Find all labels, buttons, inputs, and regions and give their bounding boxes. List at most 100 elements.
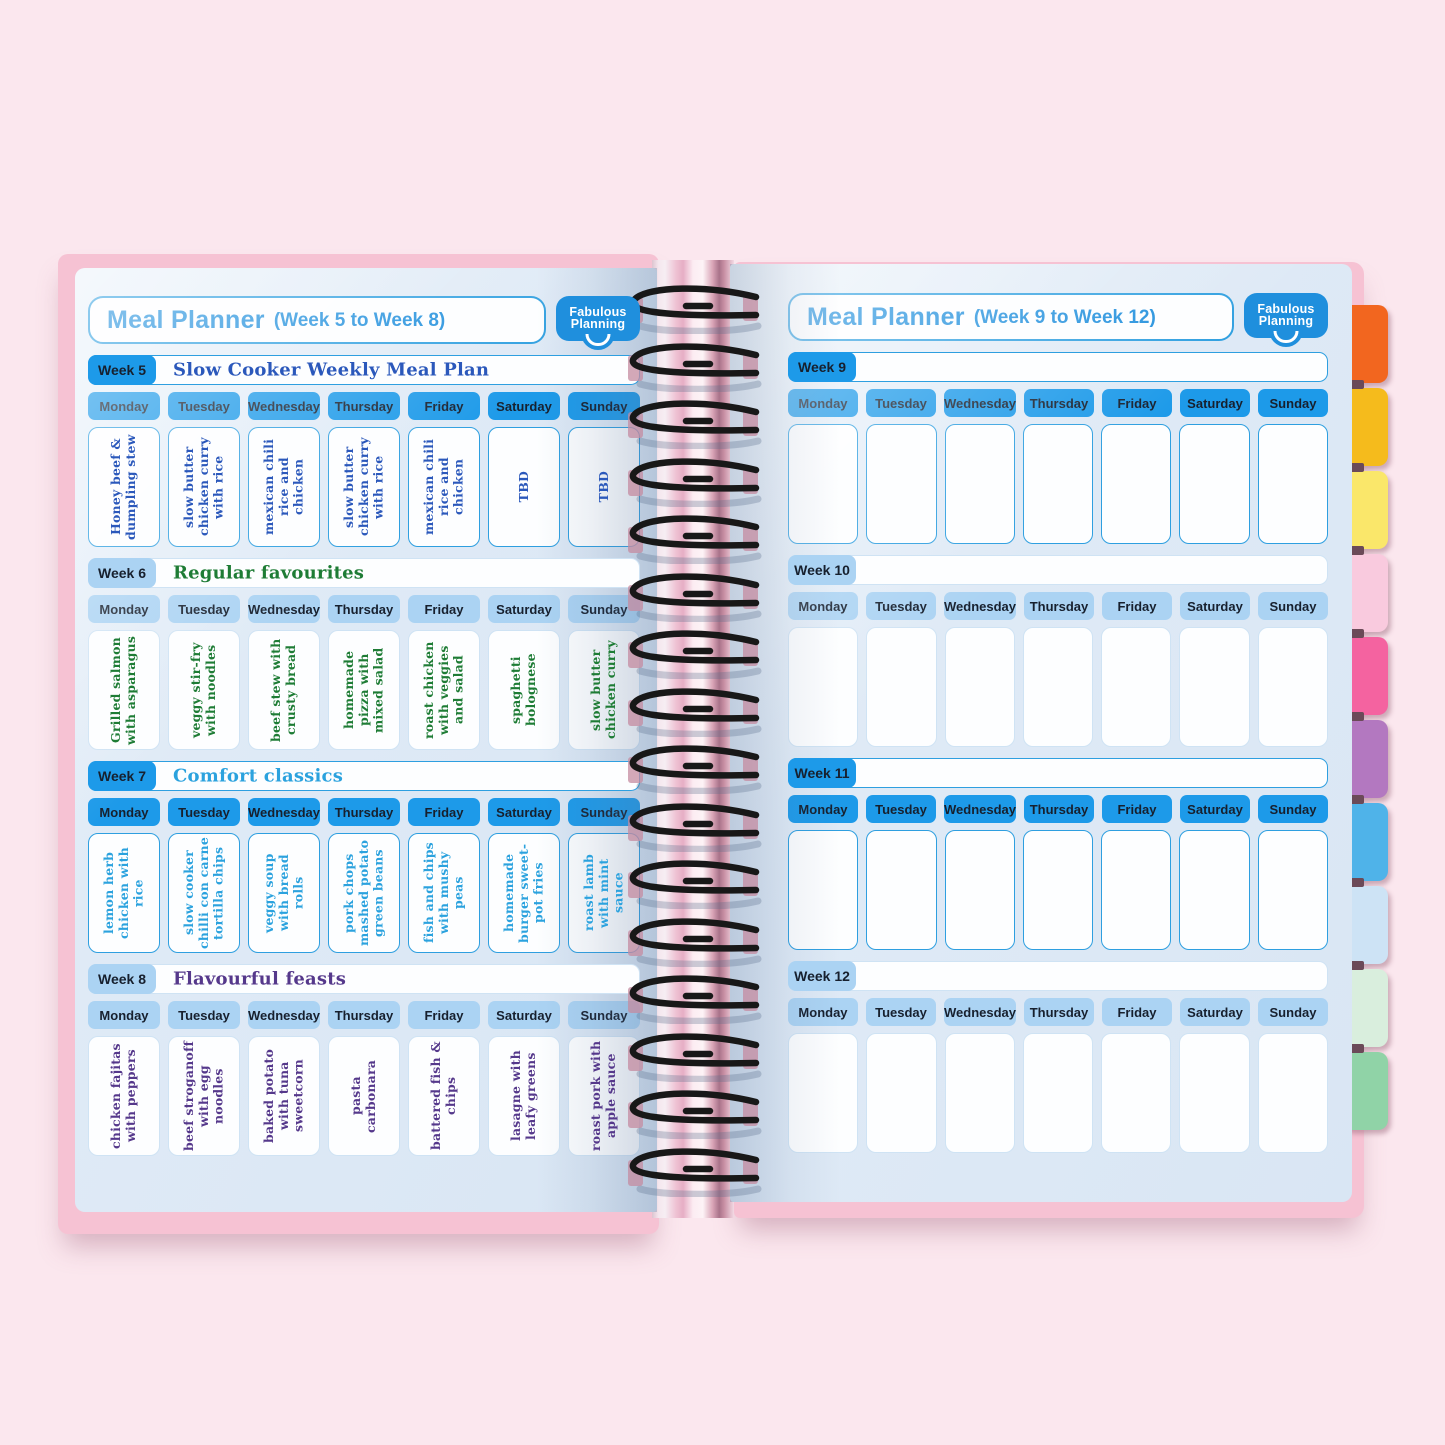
meal-cell[interactable]	[1101, 1033, 1172, 1153]
week-theme-field[interactable]: Comfort classics	[173, 765, 344, 787]
day-header-wednesday: Wednesday	[943, 998, 1016, 1026]
week-theme-field[interactable]: Slow Cooker Weekly Meal Plan	[173, 359, 490, 381]
logo-line2: Planning	[1258, 313, 1314, 328]
day-header-thursday: Thursday	[328, 595, 400, 623]
meal-cell[interactable]	[944, 1033, 1015, 1153]
meal-cell[interactable]: pork chops mashed potato green beans	[328, 833, 400, 953]
day-header-sunday: Sunday	[1258, 592, 1328, 620]
day-header-row: Monday Tuesday Wednesday Thursday Friday Satu…	[88, 392, 640, 420]
meal-text: roast pork with apple sauce	[588, 1040, 618, 1152]
meal-cell[interactable]: roast lamb with mint sauce	[568, 833, 640, 953]
meal-cell[interactable]	[1179, 1033, 1250, 1153]
meal-cell[interactable]: battered fish & chips	[408, 1036, 480, 1156]
page-left: Meal Planner (Week 5 to Week 8) Fabulous…	[75, 268, 657, 1212]
meal-text: slow butter chicken curry with rice	[180, 437, 226, 537]
meal-cell[interactable]: chicken fajitas with peppers	[88, 1036, 160, 1156]
meal-cell[interactable]	[1257, 830, 1328, 950]
meal-cell[interactable]	[1101, 627, 1172, 747]
week-label: Week 10	[788, 555, 856, 585]
meal-cell[interactable]: slow butter chicken curry	[568, 630, 640, 750]
meal-cell[interactable]: beef stew with crusty bread	[248, 630, 320, 750]
day-header-row: Monday Tuesday Wednesday Thursday Friday Satu…	[788, 998, 1328, 1026]
meal-cell[interactable]	[1179, 627, 1250, 747]
meal-cell[interactable]	[944, 424, 1015, 544]
day-header-wednesday: Wednesday	[247, 798, 320, 826]
meal-cell[interactable]: homemade pizza with mixed salad	[328, 630, 400, 750]
meal-cell[interactable]: TBD	[488, 427, 560, 547]
week-title-row: Week 7 Comfort classics	[88, 761, 640, 791]
meal-cell[interactable]	[1101, 424, 1172, 544]
meal-cell[interactable]	[1179, 424, 1250, 544]
meal-cell[interactable]	[944, 627, 1015, 747]
meal-cell[interactable]: slow butter chicken curry with rice	[168, 427, 240, 547]
meal-cell[interactable]	[1022, 830, 1094, 950]
meal-cell[interactable]: beef stroganoff with egg noodles	[168, 1036, 240, 1156]
meal-cell[interactable]	[1022, 424, 1094, 544]
meal-cell[interactable]: roast pork with apple sauce	[568, 1036, 640, 1156]
meal-cell[interactable]	[1022, 1033, 1094, 1153]
meal-cell[interactable]: slow cooker chilli con carne tortilla ch…	[168, 833, 240, 953]
week-theme-field[interactable]: Regular favourites	[173, 562, 365, 584]
meal-cell[interactable]: mexican chili rice and chicken	[408, 427, 480, 547]
meal-cell[interactable]: fish and chips with mushy peas	[408, 833, 480, 953]
day-header-tuesday: Tuesday	[865, 389, 936, 417]
meal-cell[interactable]	[866, 627, 937, 747]
meal-text: TBD	[595, 471, 611, 503]
meal-text: beef stew with crusty bread	[268, 638, 298, 742]
meal-cell[interactable]: spaghetti bolognese	[488, 630, 560, 750]
day-header-row: Monday Tuesday Wednesday Thursday Friday Satu…	[88, 1001, 640, 1029]
meal-cell[interactable]: mexican chili rice and chicken	[248, 427, 320, 547]
meal-cell[interactable]: veggy stir-fry with noodles	[168, 630, 240, 750]
meal-cell[interactable]	[1257, 1033, 1328, 1153]
meal-cell[interactable]	[1022, 627, 1094, 747]
week-label: Week 5	[88, 355, 156, 385]
page-header-left: Meal Planner (Week 5 to Week 8) Fabulous…	[88, 296, 640, 346]
day-header-thursday: Thursday	[1024, 389, 1094, 417]
meal-cell[interactable]	[944, 830, 1015, 950]
meal-cell[interactable]	[866, 1033, 937, 1153]
meal-cell[interactable]	[866, 830, 937, 950]
meal-text: veggy soup with bread rolls	[260, 853, 306, 933]
fabulous-planning-logo-icon: Fabulous Planning	[1244, 293, 1328, 343]
meal-cell[interactable]	[1257, 424, 1328, 544]
meal-cell[interactable]: Honey beef & dumpling stew	[88, 427, 160, 547]
day-header-sunday: Sunday	[1258, 795, 1328, 823]
meal-cell[interactable]: Grilled salmon with asparagus	[88, 630, 160, 750]
meal-cell[interactable]: baked potato with tuna sweetcorn	[248, 1036, 320, 1156]
day-header-thursday: Thursday	[328, 798, 400, 826]
meal-cells-row	[788, 627, 1328, 747]
meal-text: TBD	[515, 471, 531, 503]
meal-cells-row	[788, 830, 1328, 950]
meal-text: battered fish & chips	[428, 1041, 458, 1151]
meal-cell[interactable]: lemon herb chicken with rice	[88, 833, 160, 953]
meal-cells-row: Honey beef & dumpling stew slow butter ch…	[88, 427, 640, 547]
meal-cell[interactable]	[1179, 830, 1250, 950]
day-header-saturday: Saturday	[1180, 795, 1250, 823]
day-header-tuesday: Tuesday	[167, 595, 240, 623]
meal-cell[interactable]	[866, 424, 937, 544]
meal-cell[interactable]: TBD	[568, 427, 640, 547]
meal-cell[interactable]	[788, 1033, 859, 1153]
meal-cell[interactable]	[1101, 830, 1172, 950]
day-header-thursday: Thursday	[1024, 795, 1094, 823]
weeks-container-left: Week 5 Slow Cooker Weekly Meal Plan Monday…	[88, 355, 640, 1156]
meal-cell[interactable]	[1257, 627, 1328, 747]
notebook-spine	[652, 260, 734, 1218]
week-section: Week 7 Comfort classics Monday Tuesday Wedne…	[88, 761, 640, 953]
week-theme-field[interactable]: Flavourful feasts	[173, 968, 347, 990]
meal-cell[interactable]	[788, 424, 859, 544]
meal-cell[interactable]: homemade burger sweet-pot fries	[488, 833, 560, 953]
meal-cell[interactable]	[788, 627, 859, 747]
meal-cell[interactable]	[788, 830, 859, 950]
week-title-row: Week 10	[788, 555, 1328, 585]
meal-cell[interactable]: lasagne with leafy greens	[488, 1036, 560, 1156]
day-header-friday: Friday	[408, 595, 480, 623]
meal-text: Grilled salmon with asparagus	[108, 635, 138, 745]
meal-cell[interactable]: slow butter chicken curry with rice	[328, 427, 400, 547]
meal-cell[interactable]: veggy soup with bread rolls	[248, 833, 320, 953]
day-header-tuesday: Tuesday	[865, 592, 936, 620]
meal-cell[interactable]: pasta carbonara	[328, 1036, 400, 1156]
meal-cell[interactable]: roast chicken with veggies and salad	[408, 630, 480, 750]
week-label: Week 9	[788, 352, 856, 382]
